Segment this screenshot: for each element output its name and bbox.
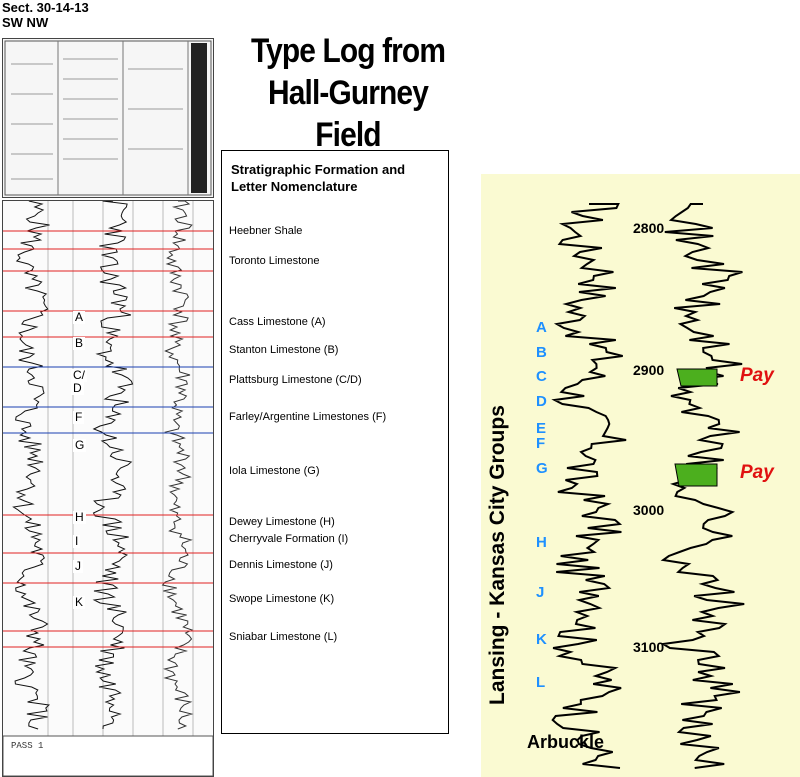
formation-dewey: Dewey Limestone (H)	[229, 516, 335, 528]
title-line-2: Hall-Gurney Field	[268, 74, 429, 154]
nomenclature-panel: Stratigraphic Formation and Letter Nomen…	[221, 150, 449, 734]
formation-stanton: Stanton Limestone (B)	[229, 344, 339, 356]
depth-2800: 2800	[633, 220, 665, 236]
formation-cherryvale: Cherryvale Formation (I)	[229, 533, 349, 545]
formation-sniabar: Sniabar Limestone (L)	[229, 631, 338, 643]
formation-cass: Cass Limestone (A)	[229, 316, 326, 328]
zone-letter-f: F	[536, 435, 546, 452]
log-letter-i: I	[73, 534, 81, 548]
nomenclature-heading-line-1: Stratigraphic Formation and	[231, 162, 406, 177]
log-letter-a: A	[73, 310, 86, 324]
section-text: Sect. 30-14-13	[2, 0, 89, 15]
log-letter-h: H	[73, 510, 86, 524]
depth-3100: 3100	[633, 639, 665, 655]
type-log-curves	[551, 203, 745, 769]
pay-zone-upper	[676, 368, 718, 387]
formation-farley-argentine: Farley/Argentine Limestones (F)	[229, 411, 387, 423]
zone-letter-c: C	[536, 368, 547, 385]
arbuckle-label: Arbuckle	[527, 732, 605, 752]
pay-zone-lower	[674, 463, 718, 487]
log-header-graphic	[4, 40, 212, 196]
log-letter-g: G	[73, 438, 87, 452]
formation-plattsburg: Plattsburg Limestone (C/D)	[229, 374, 362, 386]
zone-letter-h: H	[536, 534, 547, 551]
nomenclature-heading: Stratigraphic Formation and Letter Nomen…	[231, 161, 405, 195]
pay-label-lower: Pay	[740, 462, 774, 483]
zone-letter-g: G	[536, 460, 548, 477]
depth-2900: 2900	[633, 362, 665, 378]
nomenclature-heading-line-2: Letter Nomenclature	[231, 179, 358, 194]
scanned-log-graphic	[3, 201, 213, 776]
type-log-panel: 2800 2900 3000 3100 Pay Pay A B C D E F …	[481, 174, 800, 777]
zone-letter-k: K	[536, 631, 547, 648]
log-header-scan	[2, 38, 214, 198]
formation-dennis: Dennis Limestone (J)	[229, 559, 333, 571]
log-letter-c: C/	[71, 368, 87, 382]
depth-3000: 3000	[633, 502, 665, 518]
quarter-text: SW NW	[2, 15, 49, 30]
zone-letter-e: E	[536, 420, 547, 437]
location-label: Sect. 30-14-13 SW NW	[2, 0, 89, 30]
log-letter-b: B	[73, 336, 86, 350]
zone-letter-l: L	[536, 674, 546, 691]
formation-iola: Iola Limestone (G)	[229, 465, 320, 477]
log-letter-d: D	[71, 381, 84, 395]
zone-letter-a: A	[536, 319, 547, 336]
title-line-1: Type Log from	[250, 32, 446, 70]
log-letter-j: J	[73, 559, 83, 573]
page-title: Type Log from Hall-Gurney Field	[242, 30, 453, 156]
scan-footer-label: PASS 1	[11, 741, 44, 751]
group-label: Lansing - Kansas City Groups	[486, 405, 509, 705]
scanned-log: PASS 1 A B C/ D F G H I J K	[2, 200, 214, 777]
pay-label-upper: Pay	[740, 365, 774, 386]
zone-letter-d: D	[536, 393, 547, 410]
log-letter-f: F	[73, 410, 85, 424]
zone-letter-j: J	[536, 584, 545, 601]
zone-letter-b: B	[536, 344, 547, 361]
formation-toronto: Toronto Limestone	[229, 255, 320, 267]
formation-swope: Swope Limestone (K)	[229, 593, 335, 605]
log-letter-k: K	[73, 595, 86, 609]
formation-heebner: Heebner Shale	[229, 225, 303, 237]
